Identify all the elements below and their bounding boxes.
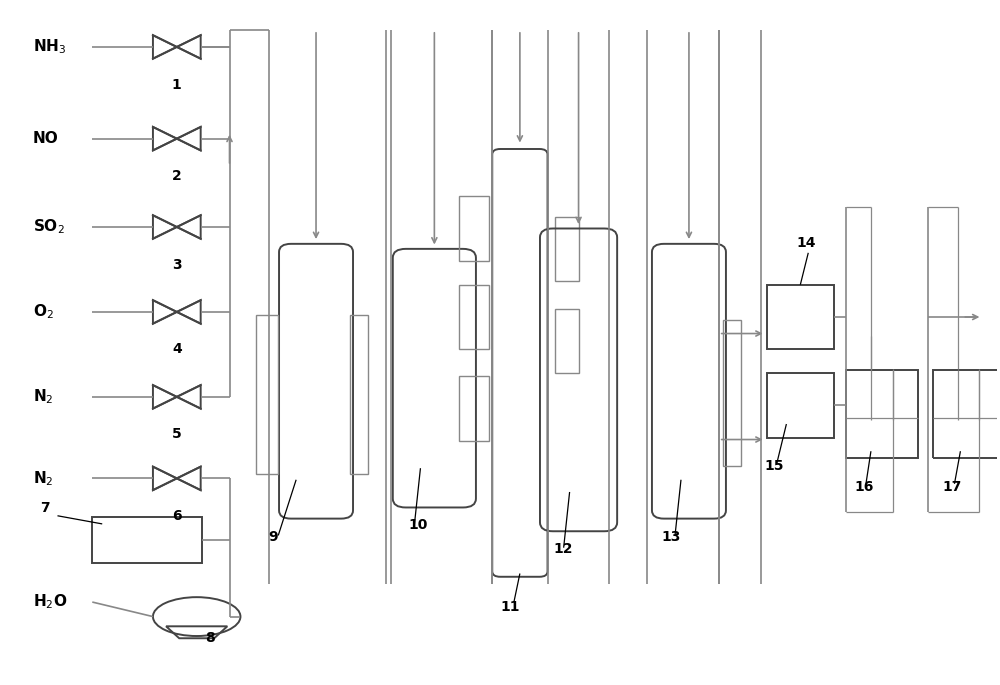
Text: NH$_3$: NH$_3$: [33, 38, 66, 56]
Text: 8: 8: [205, 631, 215, 645]
Text: 4: 4: [172, 342, 182, 356]
Text: 7: 7: [41, 501, 50, 515]
Bar: [256, 315, 278, 474]
Text: 17: 17: [943, 479, 962, 494]
Text: 3: 3: [172, 258, 182, 271]
Bar: [459, 197, 489, 261]
Text: 2: 2: [172, 169, 182, 184]
Bar: [767, 373, 834, 438]
Text: NO: NO: [33, 131, 58, 146]
Bar: [459, 377, 489, 441]
Text: 1: 1: [172, 77, 182, 92]
Text: H$_2$O: H$_2$O: [33, 593, 67, 612]
Bar: [350, 315, 368, 474]
Bar: [846, 370, 918, 458]
Text: 12: 12: [554, 542, 573, 556]
Text: 13: 13: [661, 530, 680, 544]
Text: N$_2$: N$_2$: [33, 469, 53, 488]
Text: 14: 14: [796, 236, 816, 251]
Text: 15: 15: [765, 459, 784, 473]
Bar: [555, 308, 579, 373]
Text: O$_2$: O$_2$: [33, 303, 53, 321]
Text: 9: 9: [268, 530, 278, 544]
Bar: [933, 370, 1000, 458]
Text: 6: 6: [172, 509, 182, 523]
Text: 16: 16: [854, 479, 873, 494]
Bar: [459, 285, 489, 349]
Text: SO$_2$: SO$_2$: [33, 218, 64, 236]
Bar: [92, 517, 202, 563]
Bar: [767, 285, 834, 349]
Bar: [555, 217, 579, 282]
Text: 11: 11: [500, 600, 520, 614]
Text: N$_2$: N$_2$: [33, 388, 53, 406]
Text: 10: 10: [409, 519, 428, 532]
Bar: [723, 321, 741, 466]
Text: 5: 5: [172, 427, 182, 441]
